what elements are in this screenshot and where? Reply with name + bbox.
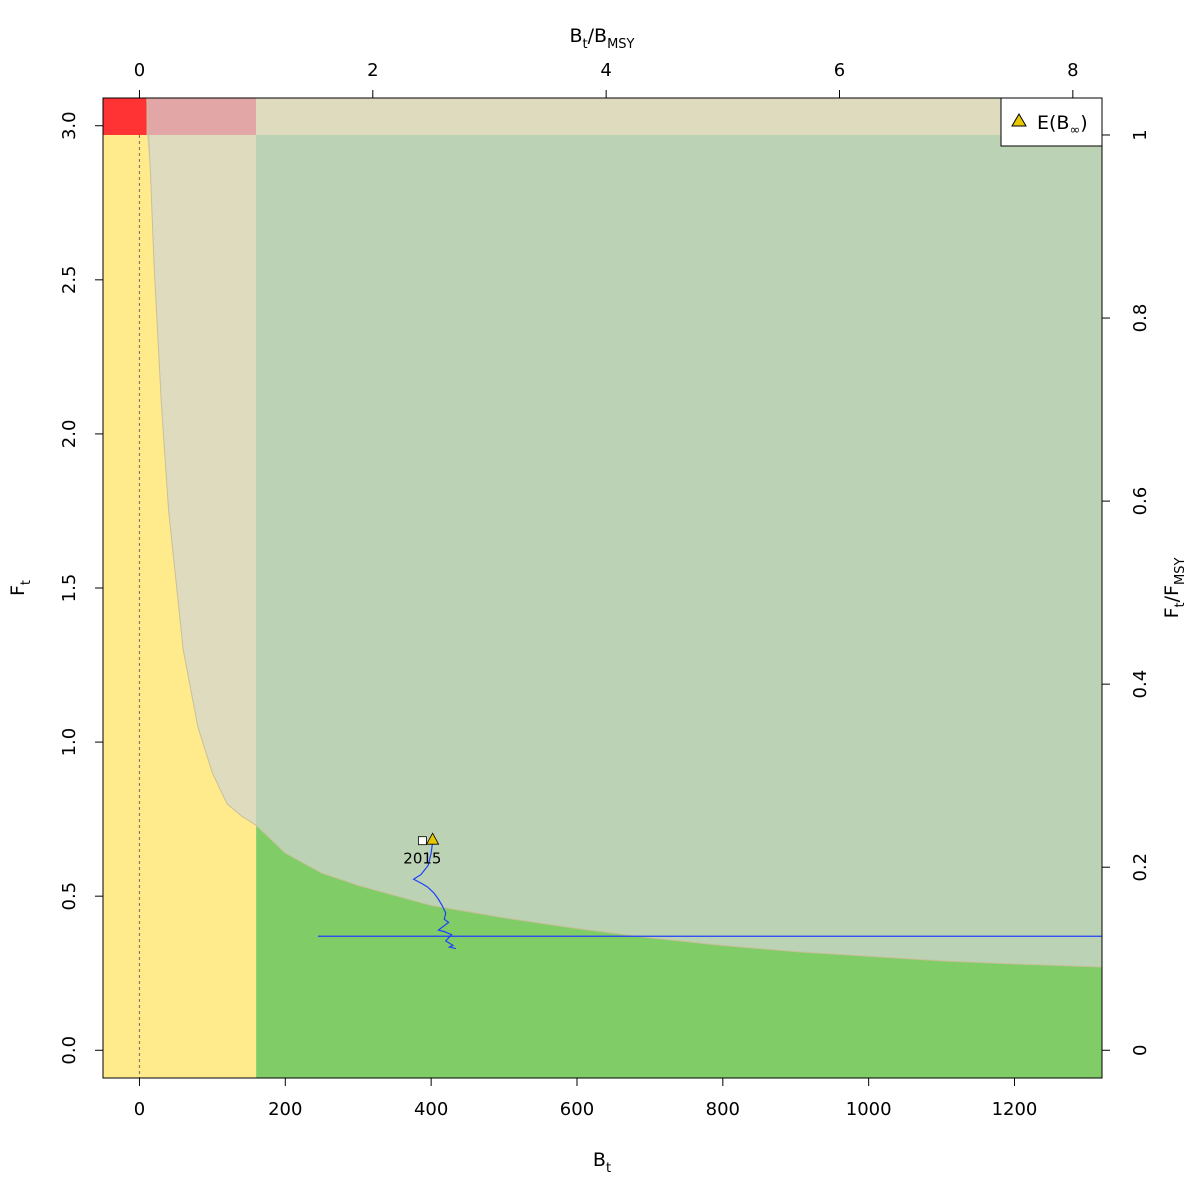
- tan-zone-above-curve: [146, 134, 257, 826]
- final-year-label: 2015: [403, 850, 441, 868]
- legend-triangle-icon: [1011, 113, 1027, 127]
- x-tick-label: 1000: [846, 1099, 892, 1120]
- x2-tick-label: 8: [1067, 60, 1078, 81]
- equilibrium-curve: [146, 98, 1102, 968]
- x-tick-label: 800: [706, 1099, 740, 1120]
- y-tick-label: 2.5: [59, 266, 80, 295]
- sage-zone: [256, 134, 1102, 968]
- y-axis-title: Ft: [7, 580, 34, 596]
- x2-tick-label: 4: [600, 60, 611, 81]
- tan-zone: [256, 98, 1102, 135]
- x-tick-label: 0: [134, 1099, 145, 1120]
- x-axis-title: Bt: [593, 1149, 611, 1176]
- y-tick-label: 0.0: [59, 1036, 80, 1065]
- status-zones: [103, 98, 1102, 1078]
- x2-tick-label: 2: [367, 60, 378, 81]
- final-year-square-icon: [417, 836, 427, 846]
- trajectory-line: [412, 842, 457, 950]
- y-tick-label: 0.5: [59, 882, 80, 911]
- y-tick-label: 2.0: [59, 420, 80, 449]
- x2-tick-label: 0: [134, 60, 145, 81]
- pink-zone: [146, 98, 257, 135]
- y2-tick-label: 0.2: [1130, 853, 1151, 882]
- x2-tick-label: 6: [834, 60, 845, 81]
- x-tick-label: 200: [268, 1099, 302, 1120]
- x-tick-label: 1200: [992, 1099, 1038, 1120]
- expected-equilibrium-triangle-icon: [425, 832, 440, 845]
- y2-tick-label: 1: [1130, 129, 1151, 140]
- equilibrium-layer: [138, 98, 1102, 1078]
- right-axis-title: Ft/FMSY: [1161, 558, 1188, 619]
- y2-tick-label: 0.6: [1130, 487, 1151, 516]
- y-tick-label: 1.5: [59, 574, 80, 603]
- axes: 0 200 400 600 800 1000 12000.00.51.01.52.02.53…: [59, 60, 1151, 1120]
- y-tick-label: 3.0: [59, 111, 80, 140]
- y-tick-label: 1.0: [59, 728, 80, 757]
- x-tick-label: 600: [560, 1099, 594, 1120]
- legend: E(B∞): [1000, 97, 1103, 147]
- y2-tick-label: 0: [1130, 1045, 1151, 1056]
- y2-tick-label: 0.8: [1130, 304, 1151, 333]
- y2-tick-label: 0.4: [1130, 670, 1151, 699]
- x-tick-label: 400: [414, 1099, 448, 1120]
- red-zone: [103, 98, 147, 135]
- legend-label: E(B∞): [1037, 112, 1088, 138]
- top-axis-title: Bt/BMSY: [569, 25, 634, 52]
- trajectory-layer: [318, 832, 1102, 950]
